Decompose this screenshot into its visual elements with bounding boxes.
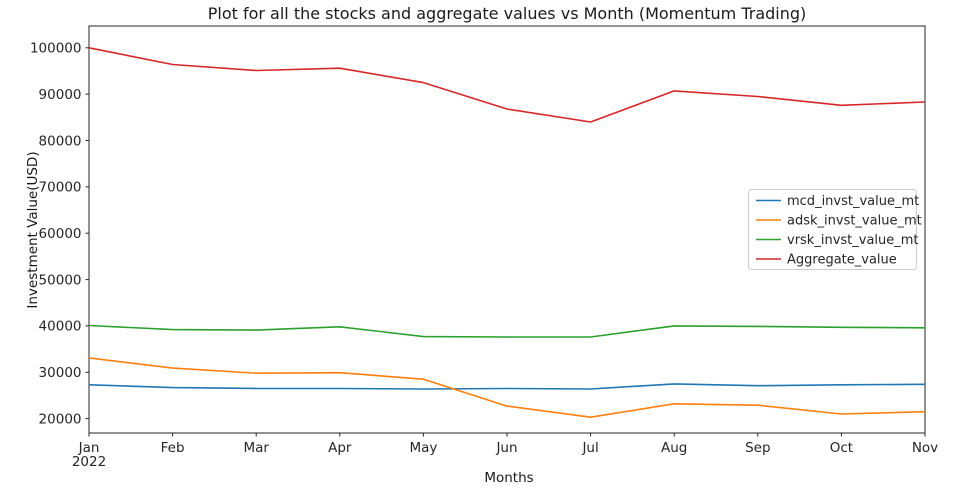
x-tick-label: Sep bbox=[745, 440, 770, 456]
x-tick-label: Aug bbox=[661, 440, 687, 456]
chart-title: Plot for all the stocks and aggregate va… bbox=[207, 4, 807, 23]
series-line-adsk_invst_value_mt bbox=[88, 357, 926, 419]
x-tick-label: Apr bbox=[328, 440, 352, 456]
legend-label-vrsk_invst_value_mt: vrsk_invst_value_mt bbox=[787, 233, 919, 248]
x-tick-label: Oct bbox=[830, 440, 853, 456]
legend-label-adsk_invst_value_mt: adsk_invst_value_mt bbox=[787, 214, 922, 229]
y-tick-label: 100000 bbox=[30, 41, 82, 57]
y-tick-label: 80000 bbox=[39, 133, 82, 149]
series-line-Aggregate_value bbox=[88, 47, 926, 123]
series-line-vrsk_invst_value_mt bbox=[88, 324, 926, 338]
y-tick-label: 30000 bbox=[39, 365, 82, 381]
y-tick-label: 40000 bbox=[39, 319, 82, 335]
series-line-mcd_invst_value_mt bbox=[88, 383, 926, 390]
x-tick-label: Jun bbox=[495, 440, 517, 456]
x-tick-label: Nov bbox=[912, 440, 938, 456]
legend-label-mcd_invst_value_mt: mcd_invst_value_mt bbox=[787, 194, 919, 209]
y-tick-label: 20000 bbox=[39, 411, 82, 427]
y-tick-label: 50000 bbox=[39, 272, 82, 288]
legend-label-Aggregate_value: Aggregate_value bbox=[787, 253, 897, 268]
x-tick-label: Jul bbox=[581, 440, 598, 456]
x-tick-label: Mar bbox=[243, 440, 269, 456]
y-tick-label: 70000 bbox=[39, 180, 82, 196]
legend-box bbox=[748, 189, 917, 270]
x-tick-label: Jan 2022 bbox=[72, 440, 106, 470]
x-axis-label: Months bbox=[484, 470, 534, 486]
y-tick-label: 90000 bbox=[39, 87, 82, 103]
x-tick-label: May bbox=[409, 440, 437, 456]
y-tick-label: 60000 bbox=[39, 226, 82, 242]
x-tick-label: Feb bbox=[161, 440, 185, 456]
